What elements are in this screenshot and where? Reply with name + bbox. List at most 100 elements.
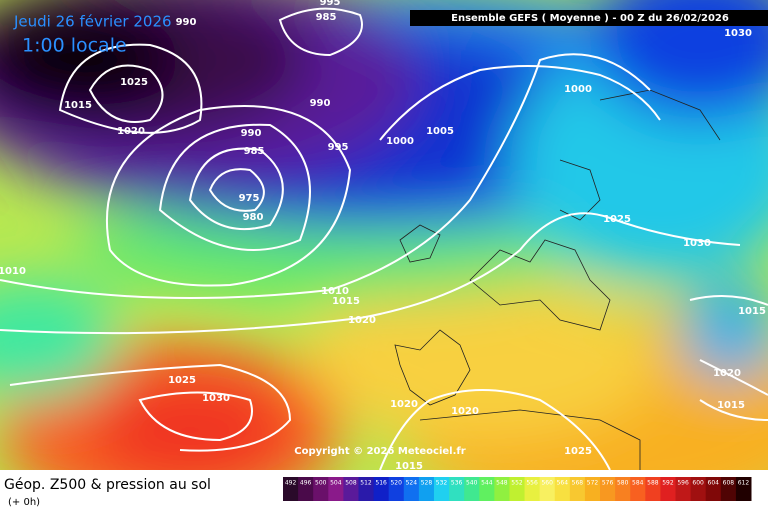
- isobar-label: 1030: [683, 238, 711, 249]
- legend-label: 528: [421, 480, 433, 487]
- legend-swatch: [539, 477, 556, 501]
- legend-swatch: [298, 477, 314, 501]
- legend-label: 500: [315, 480, 327, 487]
- isobar-labels: 995 990 985 1025 1015 1020 990 990 985 995 1000 100…: [0, 0, 766, 472]
- isobar-label: 1025: [120, 77, 148, 88]
- isobar-label: 1030: [202, 393, 230, 404]
- legend-label: 568: [572, 480, 584, 487]
- legend-label: 516: [375, 480, 387, 487]
- legend-label: 588: [647, 480, 659, 487]
- legend-label: 592: [662, 480, 674, 487]
- isobar-label: 995: [328, 142, 349, 153]
- isobar-label: 1015: [64, 100, 92, 111]
- isobar-label: 1025: [168, 375, 196, 386]
- local-time: 1:00 locale: [22, 35, 127, 57]
- legend-swatch: [328, 477, 344, 501]
- legend-label: 524: [406, 480, 418, 487]
- legend-label: 548: [496, 480, 508, 487]
- isobar-label: 1025: [564, 446, 592, 457]
- isobar-label: 1015: [738, 306, 766, 317]
- legend-swatch: [569, 477, 586, 501]
- legend-label: 608: [723, 480, 735, 487]
- legend-label: 520: [390, 480, 402, 487]
- isobar-label: 1020: [713, 368, 741, 379]
- legend-swatch: [449, 477, 465, 501]
- isobar-label: 1010: [0, 266, 26, 277]
- legend-swatch: [283, 477, 299, 501]
- legend-swatch: [660, 477, 677, 501]
- legend-swatch: [524, 477, 541, 501]
- legend-label: 532: [436, 480, 448, 487]
- legend-swatch: [509, 477, 526, 501]
- legend-label: 612: [738, 480, 750, 487]
- isobar-label: 980: [243, 212, 264, 223]
- legend-swatch: [630, 477, 646, 501]
- legend-label: 596: [677, 480, 689, 487]
- legend-label: 604: [708, 480, 720, 487]
- legend-swatch: [464, 477, 480, 501]
- isobar-label: 1020: [451, 406, 479, 417]
- isobar-label: 990: [241, 128, 262, 139]
- legend-label: 560: [541, 480, 553, 487]
- isobar-label: 1015: [717, 400, 745, 411]
- isobar-lines: [0, 7, 768, 470]
- isobar-label: 985: [316, 12, 337, 23]
- isobar-label: 1005: [426, 126, 454, 137]
- date: Jeudi 26 février 2026: [13, 13, 172, 31]
- legend-swatch: [645, 477, 661, 501]
- legend-swatch: [675, 477, 692, 501]
- legend-label: 576: [602, 480, 614, 487]
- legend-label: 552: [511, 480, 523, 487]
- footer-title: Géop. Z500 & pression au sol: [4, 477, 211, 493]
- legend-label: 556: [526, 480, 538, 487]
- isobar-label: 995: [320, 0, 341, 8]
- isobar-label: 1020: [117, 126, 145, 137]
- isobar-label: 1020: [390, 399, 418, 410]
- legend-label: 544: [481, 480, 493, 487]
- legend-swatch: [690, 477, 707, 501]
- legend-label: 492: [285, 480, 297, 487]
- isobar-label: 990: [176, 17, 197, 28]
- legend-swatch: [313, 477, 329, 501]
- isobar-label: 1000: [564, 84, 592, 95]
- legend-swatch: [584, 477, 601, 501]
- isobar-label: 1010: [321, 286, 349, 297]
- legend-swatch: [479, 477, 495, 501]
- legend-label: 580: [617, 480, 629, 487]
- run-banner: [410, 10, 768, 26]
- legend-label: 584: [632, 480, 644, 487]
- legend-label: 512: [360, 480, 372, 487]
- isobar-label: 1025: [603, 214, 631, 225]
- lead-time: (+ 0h): [8, 497, 40, 508]
- isobar-label: 985: [244, 146, 265, 157]
- legend-swatch: [343, 477, 359, 501]
- legend-swatch: [600, 477, 616, 501]
- isobar-label: 1000: [386, 136, 414, 147]
- legend-swatch: [403, 477, 420, 501]
- legend-label: 564: [557, 480, 569, 487]
- run-info: Ensemble GEFS ( Moyenne ) - 00 Z du 26/0…: [451, 13, 729, 24]
- copyright: Copyright © 2026 Meteociel.fr: [294, 446, 465, 457]
- isobar-label: 1015: [395, 461, 423, 472]
- legend-label: 496: [300, 480, 312, 487]
- legend-swatch: [705, 477, 722, 501]
- legend-swatch: [433, 477, 450, 501]
- isobar-label: 1030: [724, 28, 752, 39]
- isobar-label: 975: [239, 193, 260, 204]
- legend-swatch: [554, 477, 571, 501]
- legend-label: 540: [466, 480, 478, 487]
- legend-swatch: [373, 477, 390, 501]
- legend-swatch: [358, 477, 375, 501]
- legend-swatch: [494, 477, 510, 501]
- legend-label: 504: [330, 480, 342, 487]
- legend-label: 536: [451, 480, 463, 487]
- color-legend: 492 496 500 504 508 512 516 520 524 528 532 536 540 5…: [283, 477, 752, 501]
- legend-swatch: [720, 477, 737, 501]
- legend-swatch: [418, 477, 435, 501]
- isobar-label: 1015: [332, 296, 360, 307]
- isobar-label: 990: [310, 98, 331, 109]
- isobar-label: 1020: [348, 315, 376, 326]
- legend-label: 572: [587, 480, 599, 487]
